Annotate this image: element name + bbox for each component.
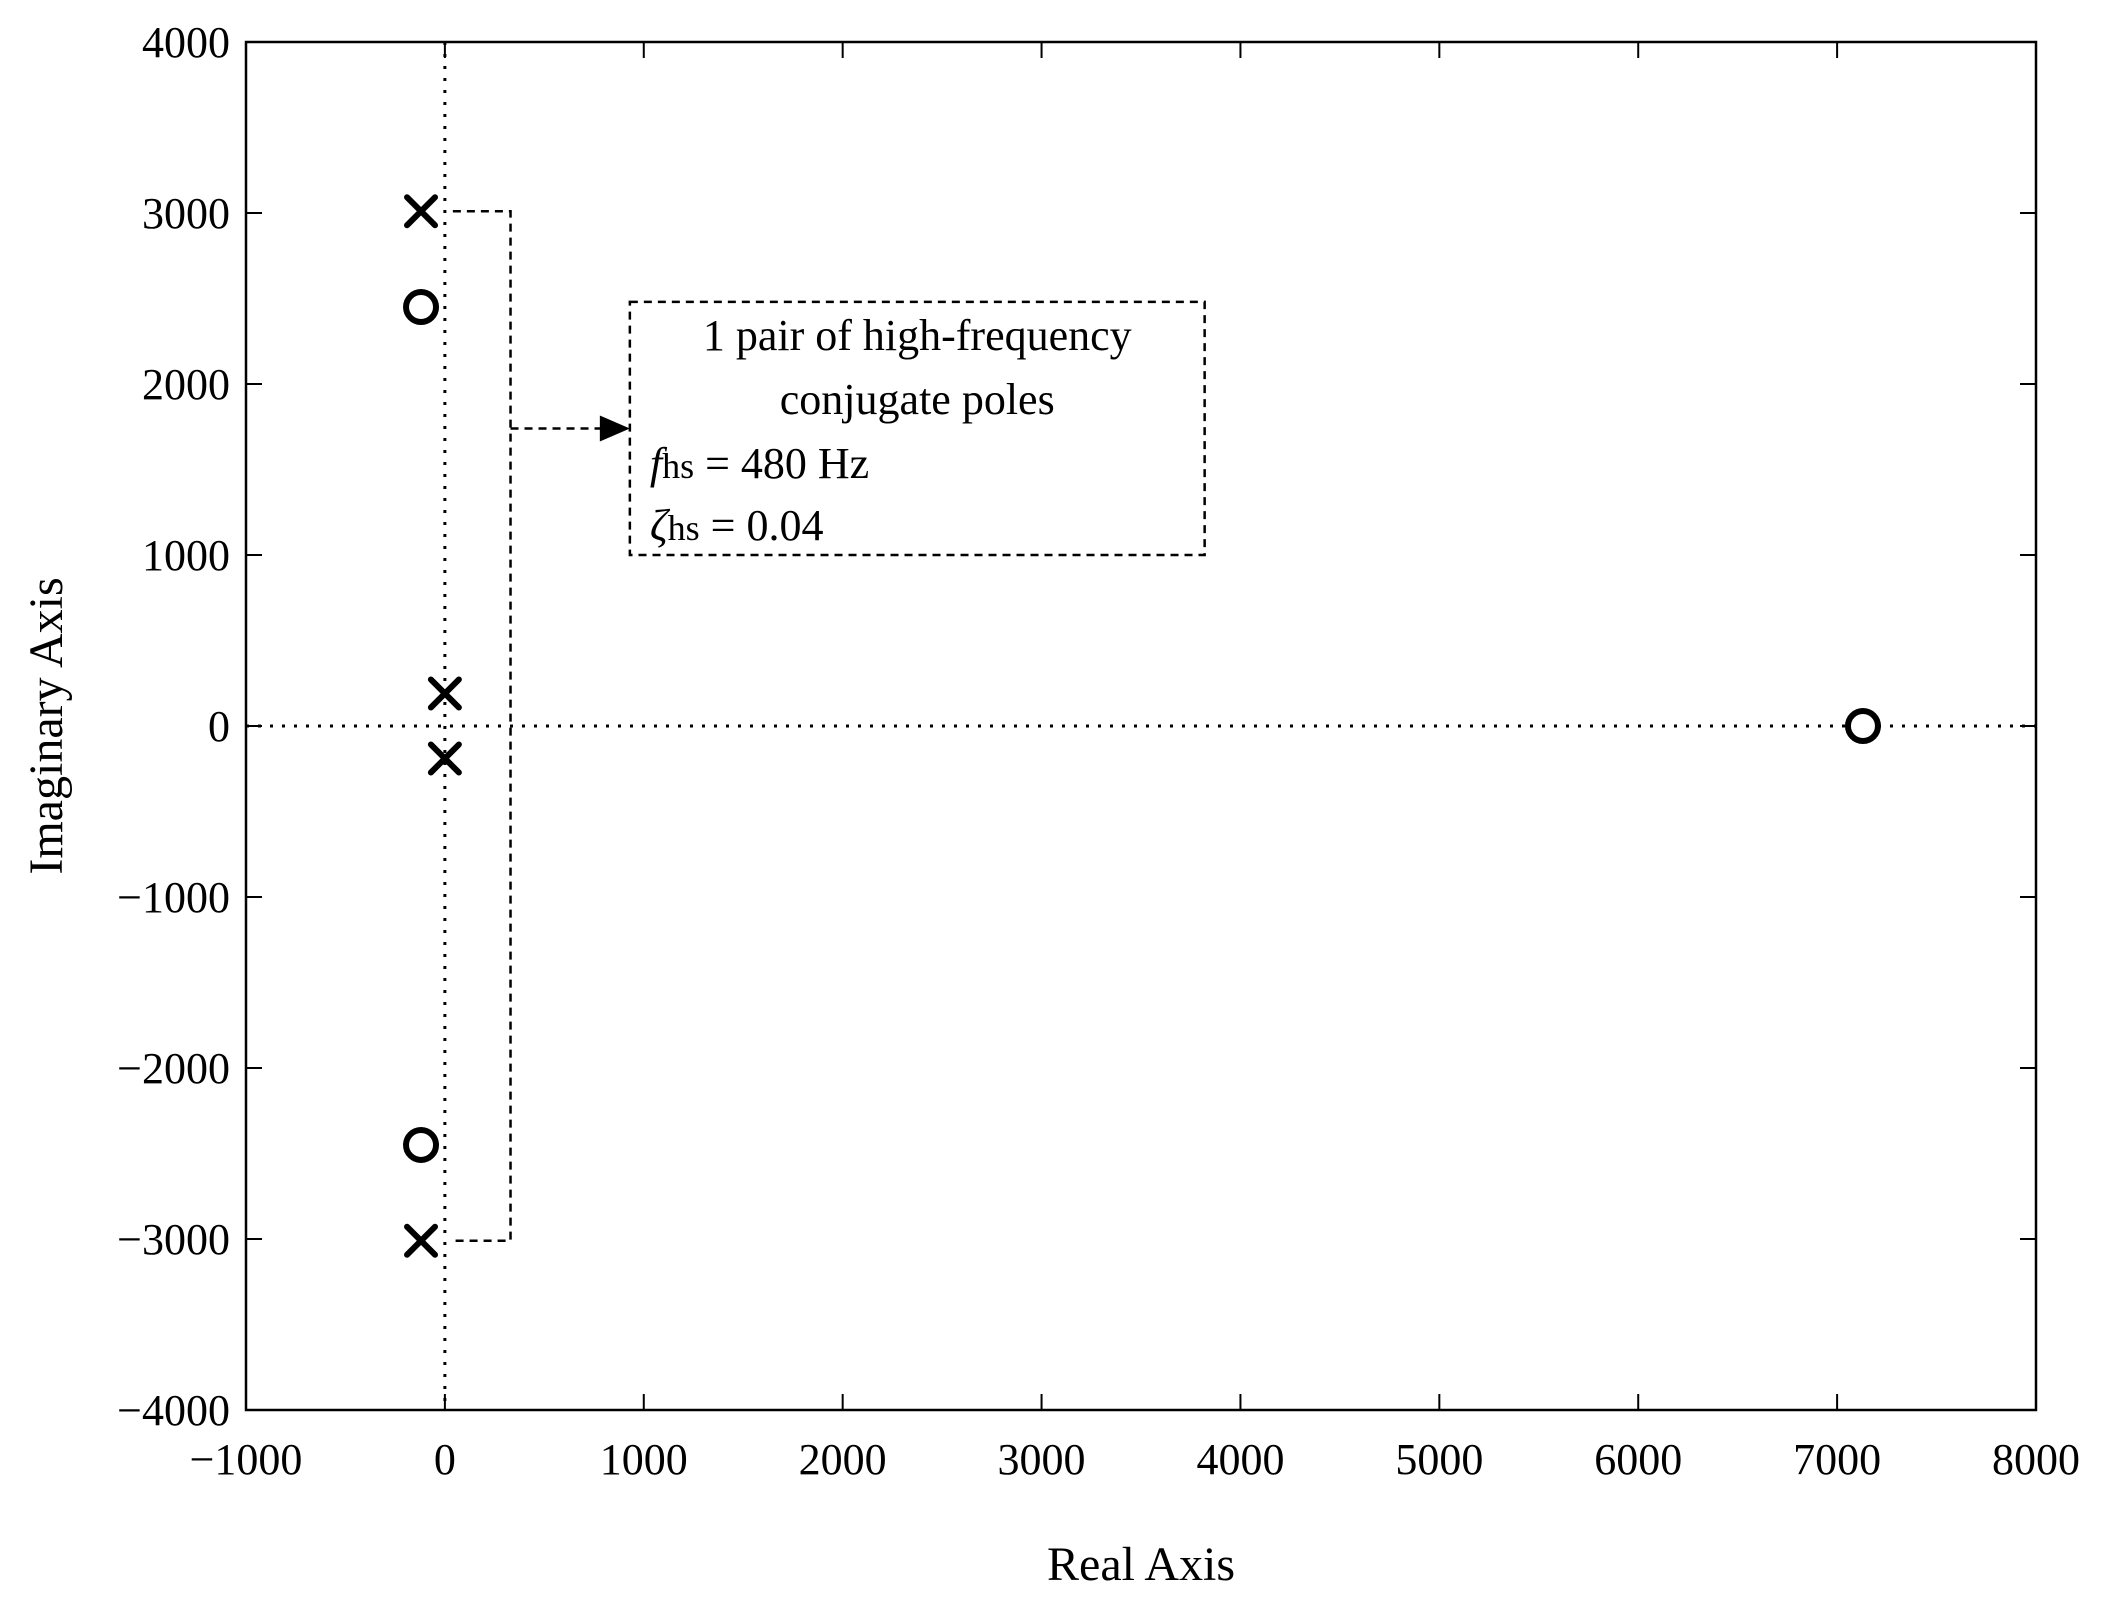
y-tick-label: −1000	[117, 873, 230, 922]
zero-marker	[403, 1126, 440, 1163]
x-tick-label: 8000	[1992, 1435, 2080, 1484]
x-tick-label: 1000	[600, 1435, 688, 1484]
x-tick-label: 5000	[1395, 1435, 1483, 1484]
y-tick-label: 0	[208, 702, 230, 751]
damping-value: = 0.04	[700, 501, 824, 550]
y-tick-label: 2000	[142, 360, 230, 409]
annotation-damping: ζhs = 0.04	[650, 501, 824, 550]
pole-marker	[404, 194, 439, 229]
damping-symbol: ζ	[650, 501, 671, 550]
x-tick-label: 0	[434, 1435, 456, 1484]
damping-subscript: hs	[668, 508, 700, 548]
x-tick-label: 7000	[1793, 1435, 1881, 1484]
y-tick-label: −3000	[117, 1215, 230, 1264]
x-tick-label: 4000	[1196, 1435, 1284, 1484]
x-axis-title: Real Axis	[1047, 1538, 1235, 1591]
frequency-value: = 480 Hz	[694, 439, 869, 488]
y-tick-label: −2000	[117, 1044, 230, 1093]
annotation-box	[628, 300, 1206, 557]
y-tick-label: 1000	[142, 531, 230, 580]
annotation-line-1: 1 pair of high-frequency	[703, 311, 1132, 360]
bracket	[452, 210, 512, 1242]
x-tick-label: −1000	[190, 1435, 303, 1484]
reference-lines	[246, 42, 2036, 1410]
y-axis-title: Imaginary Axis	[20, 577, 73, 874]
pole-marker	[427, 741, 462, 776]
pole-marker	[427, 676, 462, 711]
pole-zero-markers	[403, 194, 1881, 1258]
annotation-text: 1 pair of high-frequency conjugate poles…	[650, 311, 1132, 550]
y-tick-label: 4000	[142, 18, 230, 67]
annotation-line-2: conjugate poles	[780, 375, 1055, 424]
arrow-head	[599, 415, 630, 442]
annotation-bracket-and-box	[452, 210, 1206, 1242]
x-tick-label: 2000	[799, 1435, 887, 1484]
frequency-subscript: hs	[662, 446, 694, 486]
x-tick-label: 3000	[998, 1435, 1086, 1484]
pole-marker	[404, 1223, 439, 1258]
y-tick-label: 3000	[142, 189, 230, 238]
axis-ticks	[245, 41, 2037, 1411]
zero-marker	[403, 289, 440, 326]
zero-marker	[1844, 708, 1881, 744]
x-tick-label: 6000	[1594, 1435, 1682, 1484]
annotation-frequency: fhs = 480 Hz	[650, 439, 869, 488]
y-tick-label: −4000	[117, 1386, 230, 1435]
tick-labels: −1000 0 1000 2000 3000 4000 5000 6000 7000 8000 −4…	[117, 18, 2080, 1484]
